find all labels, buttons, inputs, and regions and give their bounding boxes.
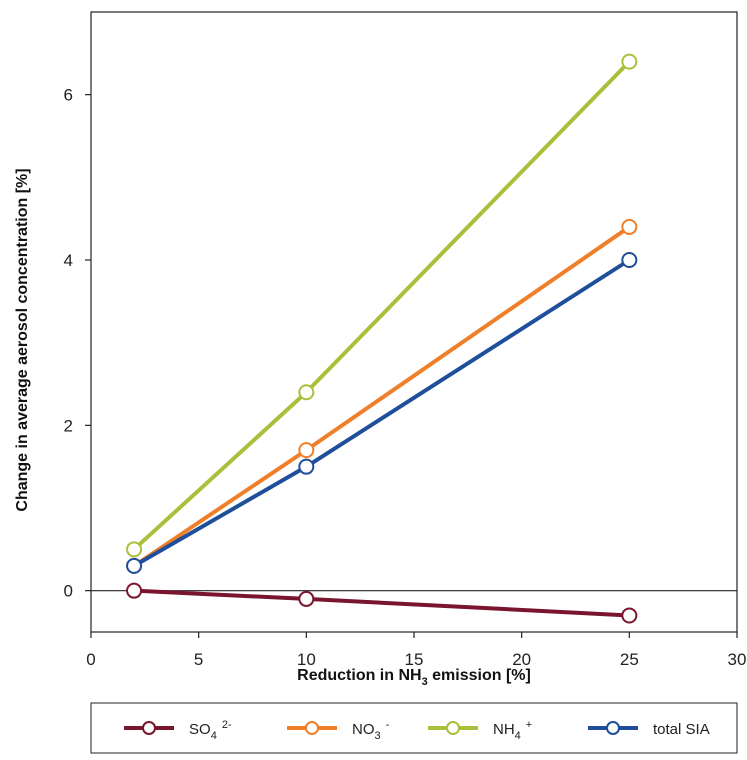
legend-label: SO42- (189, 719, 232, 742)
x-tick-label: 15 (405, 650, 424, 669)
series-2 (126, 218, 638, 574)
data-point (298, 590, 315, 607)
legend-label: NO3- (352, 719, 390, 742)
legend-item-4: total SIA (588, 721, 710, 738)
y-tick-label: 6 (64, 86, 73, 105)
x-axis-title: Reduction in NH3 emission [%] (297, 667, 531, 688)
series-1 (126, 582, 638, 624)
legend: SO42- NO3- NH4+ total SIA (90, 702, 738, 754)
data-point (621, 218, 638, 235)
legend-item-1: SO42- (124, 719, 232, 742)
x-tick-label: 25 (620, 650, 639, 669)
data-point (298, 384, 315, 401)
legend-box (90, 702, 738, 754)
series-line (133, 588, 630, 618)
data-point (126, 557, 143, 574)
x-tick-label: 30 (728, 650, 747, 669)
x-tick-label: 0 (86, 650, 95, 669)
y-tick-label: 2 (64, 416, 73, 435)
x-tick-label: 20 (512, 650, 531, 669)
series-4 (126, 252, 638, 574)
y-tick-label: 4 (64, 251, 73, 270)
data-point (621, 607, 638, 624)
x-tick-label: 10 (297, 650, 316, 669)
y-tick-label: 0 (64, 582, 73, 601)
x-tick-label: 5 (194, 650, 203, 669)
x-axis-ticks: 0 5 10 15 20 25 30 (86, 632, 746, 669)
plot-area (90, 11, 738, 633)
legend-swatch-marker (446, 721, 460, 735)
y-axis-ticks: 0 2 4 6 (64, 86, 91, 601)
series-line (133, 258, 631, 568)
y-axis-title: Change in average aerosol concentration … (14, 168, 31, 511)
data-point (126, 582, 143, 599)
data-point (298, 442, 315, 459)
series-layer (126, 53, 638, 624)
series-line (132, 225, 631, 568)
legend-swatch-marker (142, 721, 156, 735)
legend-swatch-marker (305, 721, 319, 735)
legend-label: total SIA (653, 721, 710, 738)
legend-swatch-marker (606, 721, 620, 735)
series-3 (126, 53, 638, 558)
data-point (621, 252, 638, 268)
plot-frame (90, 11, 738, 633)
data-point (298, 458, 315, 475)
data-point (126, 541, 143, 558)
data-point (621, 53, 638, 70)
legend-label: NH4+ (493, 719, 532, 742)
legend-item-3: NH4+ (428, 719, 532, 742)
legend-item-2: NO3- (287, 719, 390, 742)
